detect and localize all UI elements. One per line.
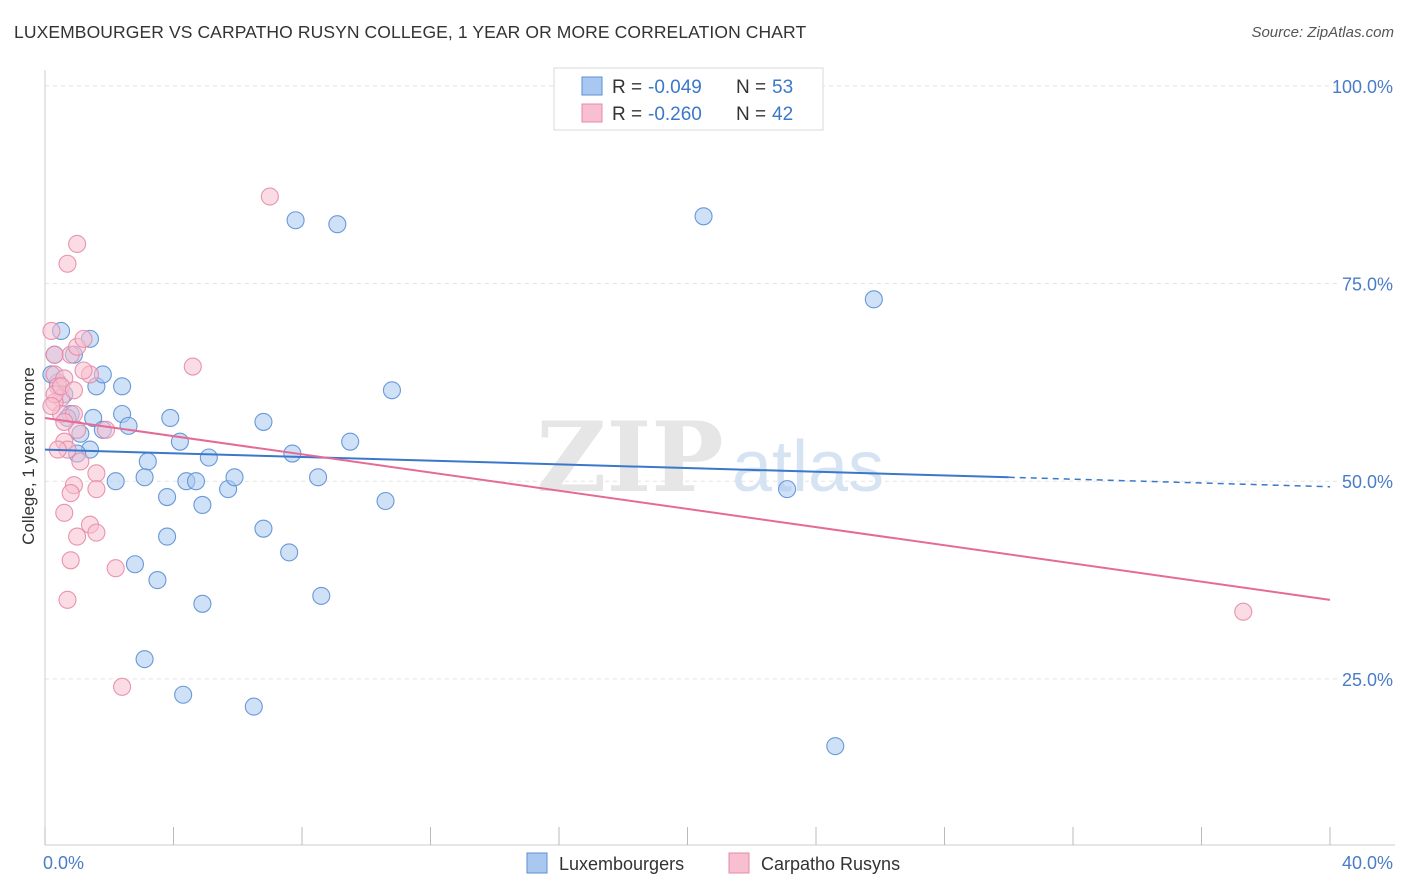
point-carpatho-rusyns xyxy=(68,527,87,546)
point-luxembourgers xyxy=(244,697,263,716)
legend-label-luxembourgers: Luxembourgers xyxy=(559,854,684,874)
stats-legend-swatch-pink xyxy=(581,103,603,123)
point-luxembourgers xyxy=(186,472,206,491)
watermark: ZIP atlas xyxy=(536,401,884,514)
legend-swatch-luxembourgers xyxy=(526,852,548,874)
stats-legend-n-value: 53 xyxy=(772,77,793,98)
point-luxembourgers xyxy=(309,468,328,487)
grid-lines xyxy=(45,85,1340,680)
stats-legend-n-value: 42 xyxy=(772,104,793,125)
x-tick-label: 0.0% xyxy=(43,853,84,873)
point-carpatho-rusyns xyxy=(74,361,93,380)
point-luxembourgers xyxy=(826,737,845,756)
point-carpatho-rusyns xyxy=(87,523,106,542)
y-axis-label: College, 1 year or more xyxy=(19,367,38,545)
point-luxembourgers xyxy=(328,215,347,234)
point-luxembourgers xyxy=(84,408,103,428)
point-luxembourgers xyxy=(174,685,193,704)
point-luxembourgers xyxy=(138,452,157,471)
point-luxembourgers xyxy=(135,650,154,669)
series-legend: Luxembourgers Carpatho Rusyns xyxy=(526,852,900,874)
trend-lines xyxy=(44,416,1331,601)
point-luxembourgers xyxy=(694,207,713,226)
point-luxembourgers xyxy=(254,519,273,538)
stats-legend-r-label: R = xyxy=(612,104,642,125)
y-tick-label: 25.0% xyxy=(1342,670,1393,690)
point-carpatho-rusyns xyxy=(87,480,106,499)
point-luxembourgers xyxy=(382,381,402,400)
point-luxembourgers xyxy=(135,468,154,487)
trend-line-carpatho-rusyns xyxy=(44,416,1331,601)
legend-swatch-carpatho-rusyns xyxy=(728,852,750,874)
stats-legend-n-label: N = xyxy=(736,77,766,98)
axes xyxy=(44,70,1395,846)
y-tick-label: 50.0% xyxy=(1342,472,1393,492)
point-luxembourgers xyxy=(225,468,244,487)
point-carpatho-rusyns xyxy=(58,254,77,273)
trend-line-luxembourgers xyxy=(44,448,1009,479)
point-luxembourgers xyxy=(376,491,395,511)
point-luxembourgers xyxy=(280,543,299,562)
point-luxembourgers xyxy=(158,527,177,546)
point-carpatho-rusyns xyxy=(183,357,202,376)
point-carpatho-rusyns xyxy=(61,551,80,570)
tick-labels: 25.0% 50.0% 75.0% 100.0% 0.0% 40.0% xyxy=(43,77,1393,873)
watermark-zip: ZIP xyxy=(536,401,723,514)
point-carpatho-rusyns xyxy=(45,345,64,364)
point-luxembourgers xyxy=(254,412,273,431)
x-tick-label: 40.0% xyxy=(1342,853,1393,873)
point-luxembourgers xyxy=(778,480,797,499)
point-luxembourgers xyxy=(119,416,138,435)
point-carpatho-rusyns xyxy=(64,381,83,400)
point-luxembourgers xyxy=(125,555,144,574)
stats-legend-r-label: R = xyxy=(612,77,642,98)
stats-legend-r-value: -0.260 xyxy=(648,104,702,125)
point-luxembourgers xyxy=(286,211,305,230)
point-luxembourgers xyxy=(193,495,212,514)
point-luxembourgers xyxy=(113,377,132,396)
point-carpatho-rusyns xyxy=(106,559,125,578)
point-luxembourgers xyxy=(199,448,218,467)
point-carpatho-rusyns xyxy=(87,464,106,483)
point-carpatho-rusyns xyxy=(74,329,93,348)
point-carpatho-rusyns xyxy=(61,484,80,503)
stats-legend-swatch-blue xyxy=(581,76,603,96)
point-carpatho-rusyns xyxy=(71,452,90,471)
point-luxembourgers xyxy=(161,408,180,428)
chart-title: LUXEMBOURGER VS CARPATHO RUSYN COLLEGE, … xyxy=(14,22,807,42)
point-carpatho-rusyns xyxy=(55,503,74,522)
trend-line-luxembourgers-extension xyxy=(1008,476,1331,488)
legend-label-carpatho-rusyns: Carpatho Rusyns xyxy=(761,854,900,874)
stats-legend: R = -0.049 N = 53 R = -0.260 N = 42 xyxy=(553,67,824,131)
point-luxembourgers xyxy=(193,594,212,613)
stats-legend-r-value: -0.049 xyxy=(648,77,702,98)
point-carpatho-rusyns xyxy=(42,321,61,341)
point-carpatho-rusyns xyxy=(96,420,116,439)
source-note: Source: ZipAtlas.com xyxy=(1251,24,1394,41)
point-luxembourgers xyxy=(106,472,125,491)
point-luxembourgers xyxy=(341,432,360,451)
y-tick-label: 75.0% xyxy=(1342,275,1393,295)
point-carpatho-rusyns xyxy=(68,234,87,254)
point-carpatho-rusyns xyxy=(260,187,279,206)
y-tick-label: 100.0% xyxy=(1332,77,1393,97)
point-luxembourgers xyxy=(148,571,167,590)
point-luxembourgers xyxy=(864,290,883,309)
point-carpatho-rusyns xyxy=(42,397,61,416)
watermark-atlas: atlas xyxy=(732,427,884,507)
point-luxembourgers xyxy=(312,586,331,605)
point-carpatho-rusyns xyxy=(113,677,132,696)
point-carpatho-rusyns xyxy=(1234,602,1253,621)
point-luxembourgers xyxy=(158,487,177,507)
point-carpatho-rusyns xyxy=(58,590,77,609)
stats-legend-n-label: N = xyxy=(736,104,766,125)
